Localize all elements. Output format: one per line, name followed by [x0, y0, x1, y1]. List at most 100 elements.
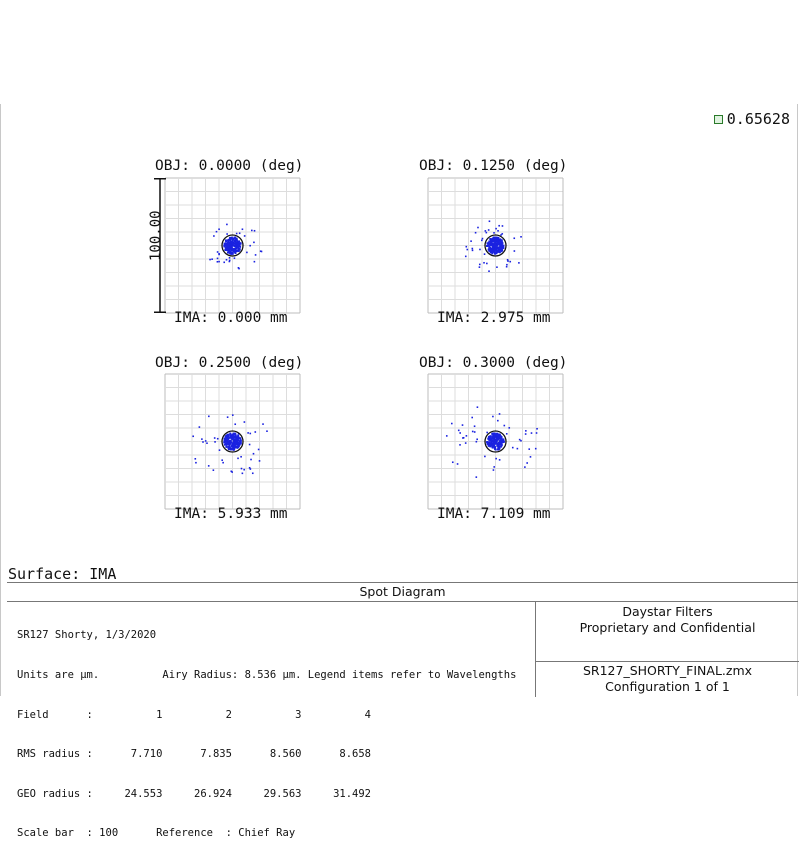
spot-point — [232, 432, 235, 435]
spot-point — [499, 435, 502, 438]
spot-pattern — [209, 223, 263, 270]
spot-point — [247, 432, 249, 434]
spot-point — [214, 441, 216, 443]
spot-point — [209, 258, 211, 261]
spot-point — [224, 442, 227, 445]
spot-point — [227, 445, 230, 448]
spot-point — [486, 262, 488, 265]
spot-point — [492, 240, 495, 243]
spot-point — [253, 229, 256, 232]
spot-point — [235, 237, 238, 240]
spot-point — [499, 241, 502, 244]
spot-point — [500, 437, 503, 440]
spot-point — [234, 441, 237, 444]
spot-point — [249, 244, 251, 247]
spot-plot-field-2 — [427, 177, 564, 314]
spot-point — [229, 441, 232, 444]
spot-point — [495, 246, 498, 249]
spot-point — [225, 258, 228, 261]
spot-point — [502, 441, 505, 444]
spot-point — [493, 246, 496, 249]
spot-point — [501, 242, 504, 245]
spot-point — [229, 239, 232, 242]
spot-point — [239, 440, 242, 443]
spot-point — [445, 435, 448, 437]
spot-point — [225, 445, 228, 448]
spot-point — [488, 248, 491, 251]
spot-point — [494, 242, 497, 245]
spot-point — [232, 244, 235, 247]
spot-point — [498, 413, 501, 415]
spot-point — [253, 241, 255, 244]
spot-point — [494, 252, 497, 255]
spot-point — [520, 236, 522, 238]
spot-point — [218, 449, 221, 451]
spot-point — [234, 250, 237, 253]
spot-point — [496, 432, 499, 435]
spot-point — [491, 446, 494, 449]
spot-point — [212, 469, 215, 471]
spot-point — [496, 244, 499, 247]
spot-pattern — [445, 406, 538, 478]
spot-point — [229, 242, 232, 245]
spot-point — [234, 241, 237, 244]
spot-point — [251, 472, 254, 475]
spot-point — [230, 237, 233, 240]
spot-point — [235, 443, 238, 446]
spot-point — [494, 239, 497, 242]
spot-point — [229, 436, 232, 439]
spot-point — [211, 258, 213, 260]
spot-point — [223, 439, 226, 442]
scale-bar — [154, 178, 166, 313]
spot-point — [238, 232, 241, 235]
spot-point — [229, 439, 232, 442]
spot-point — [231, 240, 234, 243]
spot-point — [266, 430, 268, 432]
spot-point — [234, 243, 237, 246]
spot-point — [496, 433, 499, 436]
spot-point — [499, 240, 502, 243]
legend-swatch-icon — [713, 114, 723, 124]
spot-point — [231, 239, 234, 242]
spot-point — [461, 424, 464, 426]
spot-point — [227, 241, 230, 244]
spot-point — [226, 436, 229, 439]
spot-point — [225, 435, 228, 438]
info-title: Spot Diagram — [7, 583, 798, 602]
spot-point — [258, 460, 261, 462]
spot-point — [488, 246, 491, 249]
spot-point — [230, 470, 233, 473]
spot-point — [231, 252, 234, 255]
spot-point — [499, 243, 502, 246]
spot-point — [501, 233, 504, 235]
spot-point — [492, 434, 495, 437]
spot-point — [246, 251, 248, 254]
spot-point — [497, 446, 500, 449]
spot-point — [502, 438, 505, 441]
spot-point — [506, 258, 509, 261]
spot-point — [493, 447, 496, 450]
spot-point — [240, 455, 242, 458]
spot-point — [497, 229, 499, 232]
spot-point — [493, 446, 496, 449]
info-details: SR127 Shorty, 1/3/2020 Units are µm. Air… — [17, 603, 516, 867]
spot-point — [489, 248, 492, 251]
spot-point — [491, 432, 494, 435]
spot-point — [228, 442, 231, 445]
spot-point — [226, 233, 228, 235]
spot-point — [233, 237, 236, 240]
spot-point — [500, 439, 503, 442]
spot-point — [248, 466, 251, 469]
spot-point — [499, 238, 502, 241]
spot-point — [492, 469, 495, 471]
spot-point — [475, 440, 478, 443]
spot-point — [195, 461, 197, 464]
spot-point — [518, 262, 520, 264]
spot-point — [497, 250, 500, 253]
spot-point — [479, 248, 481, 251]
spot-point — [495, 227, 497, 230]
spot-point — [232, 248, 235, 251]
company-block: Daystar Filters Proprietary and Confiden… — [536, 601, 799, 661]
spot-point — [229, 247, 232, 250]
spot-point — [233, 257, 236, 259]
